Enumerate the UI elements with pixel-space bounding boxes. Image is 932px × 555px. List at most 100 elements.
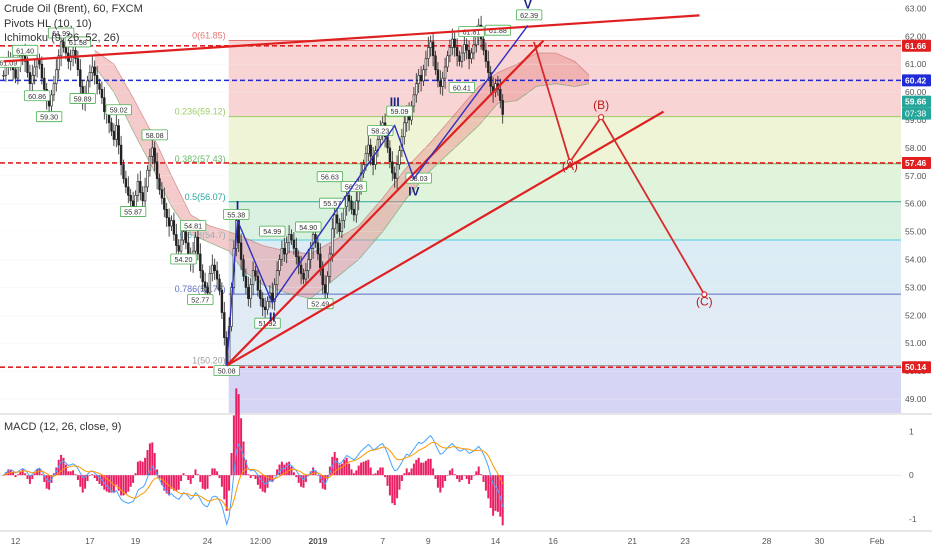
macd-histogram-bar xyxy=(117,475,120,491)
candle-body xyxy=(364,153,368,165)
macd-histogram-bar xyxy=(38,468,41,476)
macd-histogram-bar xyxy=(120,475,123,496)
macd-histogram-bar xyxy=(40,474,43,476)
macd-histogram-bar xyxy=(79,475,82,487)
macd-histogram-bar xyxy=(232,415,235,476)
candle-body xyxy=(465,44,468,51)
pivot-label-box xyxy=(316,171,344,183)
macd-histogram-bar xyxy=(456,475,459,480)
macd-histogram-bar xyxy=(69,471,72,476)
candle-body xyxy=(251,270,255,285)
candle-body xyxy=(28,72,32,85)
wave-label-II: II xyxy=(269,310,276,324)
candle-body xyxy=(14,69,17,79)
pivot-label: 61.81 xyxy=(463,28,481,37)
macd-histogram-bar xyxy=(285,462,288,476)
candle-body xyxy=(499,88,502,101)
macd-histogram-bar xyxy=(432,468,435,476)
macd-histogram-bar xyxy=(45,475,48,489)
macd-histogram-bar xyxy=(242,441,245,476)
macd-histogram-bar xyxy=(292,472,295,476)
candle-body xyxy=(352,208,356,216)
candle-body xyxy=(367,144,370,154)
macd-histogram-bar xyxy=(324,475,327,490)
pivot-label-box xyxy=(105,104,132,116)
indicator-ichimoku-label[interactable]: Ichimoku (9, 26, 52, 26) xyxy=(4,32,120,44)
candle-body xyxy=(148,155,152,171)
trendline xyxy=(226,110,665,367)
pivot-label: 60.86 xyxy=(28,92,46,101)
macd-histogram-bar xyxy=(345,457,348,476)
projection-point xyxy=(597,114,605,121)
candle-body xyxy=(55,69,58,85)
candle-body xyxy=(177,245,180,252)
macd-histogram-bar xyxy=(362,461,365,476)
pivot-label: 59.02 xyxy=(110,106,128,115)
time-axis-tick: 28 xyxy=(762,536,772,546)
candle-body xyxy=(71,49,75,57)
macd-histogram-bar xyxy=(372,474,375,476)
time-axis-tick: 2019 xyxy=(308,536,327,546)
macd-histogram-bar xyxy=(458,475,461,482)
macd-indicator-label[interactable]: MACD (12, 26, close, 9) xyxy=(4,421,122,433)
indicator-pivots-label[interactable]: Pivots HL (10, 10) xyxy=(4,18,92,30)
candle-body xyxy=(239,242,243,260)
macd-histogram-bar xyxy=(273,475,276,476)
time-axis-tick: 9 xyxy=(426,536,431,546)
macd-histogram-bar xyxy=(391,475,394,504)
price-level-label-57.46: 57.46 xyxy=(905,158,927,168)
candle-body xyxy=(275,270,279,285)
macd-histogram-bar xyxy=(122,475,125,496)
macd-histogram-bar xyxy=(220,475,223,487)
macd-histogram-bar xyxy=(228,475,231,491)
macd-histogram-bar xyxy=(172,475,175,491)
fib-zone-0.236 xyxy=(228,116,901,164)
candle-body xyxy=(155,161,159,179)
macd-histogram-bar xyxy=(393,475,396,506)
macd-histogram-bar xyxy=(201,475,204,489)
macd-histogram-bar xyxy=(259,475,262,489)
candle-body xyxy=(304,270,308,280)
candle-body xyxy=(2,75,5,77)
macd-histogram-bar xyxy=(463,475,466,476)
macd-histogram-bar xyxy=(151,442,154,476)
candle-body xyxy=(43,77,46,90)
candle-body xyxy=(403,122,406,138)
macd-histogram-bar xyxy=(124,475,127,494)
macd-histogram-bar xyxy=(4,472,7,476)
macd-histogram-bar xyxy=(266,475,269,488)
symbol-title[interactable]: Crude Oil (Brent), 60, FXCM xyxy=(4,3,143,15)
macd-histogram-bar xyxy=(91,474,94,476)
fib-zone-0.786 xyxy=(228,294,901,366)
fib-label-0.618: 0.618(54.7) xyxy=(180,230,226,240)
candle-body xyxy=(412,94,416,107)
candle-body xyxy=(203,281,207,288)
candle-body xyxy=(415,83,418,96)
candle-body xyxy=(295,248,298,258)
macd-histogram-bar xyxy=(189,475,192,484)
candle-body xyxy=(47,100,51,107)
macd-histogram-bar xyxy=(472,475,475,476)
price-axis-tick: 63.00 xyxy=(905,3,927,13)
macd-histogram-bar xyxy=(300,475,303,487)
macd-histogram-bar xyxy=(316,475,319,476)
macd-histogram-bar xyxy=(417,457,420,476)
pivot-label-box xyxy=(340,181,368,192)
fib-zone-0 xyxy=(228,40,901,117)
pivot-label: 59.89 xyxy=(74,95,92,104)
macd-histogram-bar xyxy=(386,475,389,486)
macd-histogram-bar xyxy=(196,474,199,476)
candle-body xyxy=(467,49,471,59)
candle-body xyxy=(316,242,320,255)
price-axis-tick: 55.00 xyxy=(905,227,927,237)
macd-histogram-bar xyxy=(496,475,499,512)
macd-histogram-bar xyxy=(33,473,36,476)
pivot-label-box xyxy=(213,365,240,377)
candle-body xyxy=(136,181,140,196)
candle-body xyxy=(143,186,147,202)
time-axis-tick: Feb xyxy=(870,536,885,546)
macd-histogram-bar xyxy=(336,457,339,476)
macd-histogram-bar xyxy=(136,461,139,476)
